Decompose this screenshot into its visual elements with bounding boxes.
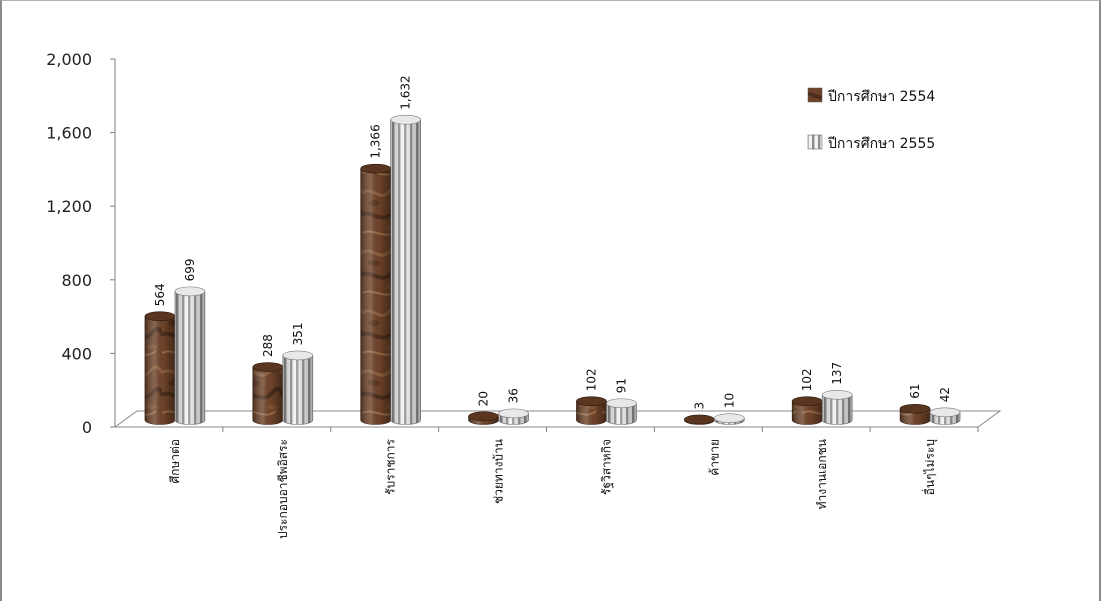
bar-top: [498, 408, 529, 419]
bar-series2-0: [174, 286, 206, 425]
legend-label-series2: ปีการศึกษา 2555: [828, 136, 936, 152]
bar-top: [684, 414, 715, 425]
x-tick-label: อื่นๆไม่ระบุ: [921, 439, 938, 495]
x-tick-label: ประกอบอาชีพอิสระ: [276, 439, 290, 539]
data-label-series1: 3: [692, 402, 706, 410]
bar-top: [714, 413, 745, 423]
bar-top: [468, 411, 499, 422]
bar-shading: [792, 401, 823, 425]
bar-top: [174, 286, 206, 297]
bar-series1-7: [899, 403, 931, 425]
data-label-series1: 1,366: [369, 124, 383, 158]
x-tick-label: ศึกษาต่อ: [168, 439, 182, 484]
data-label-series1: 61: [908, 383, 922, 398]
legend-label-series1: ปีการศึกษา 2554: [828, 89, 936, 105]
data-label-series1: 102: [584, 368, 598, 391]
bar-top: [821, 389, 853, 400]
bar-shading: [252, 367, 283, 425]
data-label-series2: 42: [938, 387, 952, 402]
bar-series2-6: [821, 389, 853, 425]
bar-series1-2: [360, 163, 391, 425]
data-label-series2: 10: [722, 393, 736, 408]
chart-floor: [113, 410, 1002, 428]
bar-shading: [822, 394, 853, 425]
bar-top: [899, 403, 931, 414]
bar-top: [360, 163, 391, 174]
bar-shading: [360, 168, 391, 425]
y-tick-label: 1,200: [46, 197, 92, 216]
data-label-series2: 351: [291, 323, 305, 346]
y-tick-label: 0: [82, 418, 92, 437]
x-tick-label: รัฐวิสาหกิจ: [599, 439, 613, 495]
data-labels: 564 699 288 351 1,366 1,632 20 36 102 91 3 10 102 137…: [153, 75, 952, 409]
bar-series1-1: [252, 362, 284, 425]
bar-top: [576, 396, 607, 407]
x-tick-label: ทำงานเอกชน: [815, 439, 829, 509]
bar-series2-4: [606, 398, 637, 425]
data-label-series2: 91: [614, 378, 628, 393]
bar-series2-1: [282, 350, 314, 425]
bar-shading: [174, 291, 205, 425]
bar-top: [791, 396, 823, 407]
data-label-series2: 36: [507, 388, 521, 403]
bar-top: [390, 114, 421, 125]
data-label-series1: 288: [261, 334, 275, 357]
bar-top: [252, 362, 284, 372]
x-tick-label: รับราชการ: [384, 438, 398, 494]
bar-top: [929, 407, 961, 418]
bar-series1-0: [144, 311, 176, 425]
bar-top: [282, 350, 314, 361]
bar-shading: [390, 119, 421, 425]
bars: [144, 114, 961, 425]
y-tick-label: 400: [61, 344, 92, 363]
bar-series2-5: [714, 413, 745, 425]
data-label-series2: 1,632: [399, 75, 413, 109]
legend-swatch-series1: [807, 87, 823, 103]
bar-series2-2: [390, 114, 421, 425]
bar-shading: [144, 316, 175, 425]
y-tick-label: 2,000: [46, 50, 92, 69]
y-tick-label: 1,600: [46, 124, 92, 143]
legend-swatch-series2: [807, 134, 823, 150]
bar-series2-7: [929, 407, 961, 425]
bar-series1-4: [576, 396, 607, 425]
bar-shading: [282, 355, 313, 425]
bar-top: [144, 311, 176, 322]
data-label-series2: 699: [183, 258, 197, 281]
data-label-series1: 102: [800, 368, 814, 391]
y-tick-label: 800: [61, 271, 92, 290]
bar-series1-6: [791, 396, 823, 425]
x-tick-label: ช่วยทางบ้าน: [492, 439, 506, 504]
bar-series1-3: [468, 411, 499, 425]
bar-series1-5: [684, 414, 715, 425]
legend: ปีการศึกษา 2554 ปีการศึกษา 2555: [807, 87, 936, 152]
bar-series2-3: [498, 408, 529, 425]
bar-top: [606, 398, 637, 409]
bar-shading: [576, 401, 607, 425]
data-label-series1: 564: [153, 283, 167, 306]
x-tick-label: ค้าขาย: [707, 439, 721, 476]
bar-shading: [606, 403, 637, 425]
data-label-series2: 137: [830, 362, 844, 385]
axes: 2,000 1,600 1,200 800 400 0 ศึกษาต่อ ประกอบอาชี…: [46, 50, 1002, 539]
data-label-series1: 20: [477, 391, 491, 406]
